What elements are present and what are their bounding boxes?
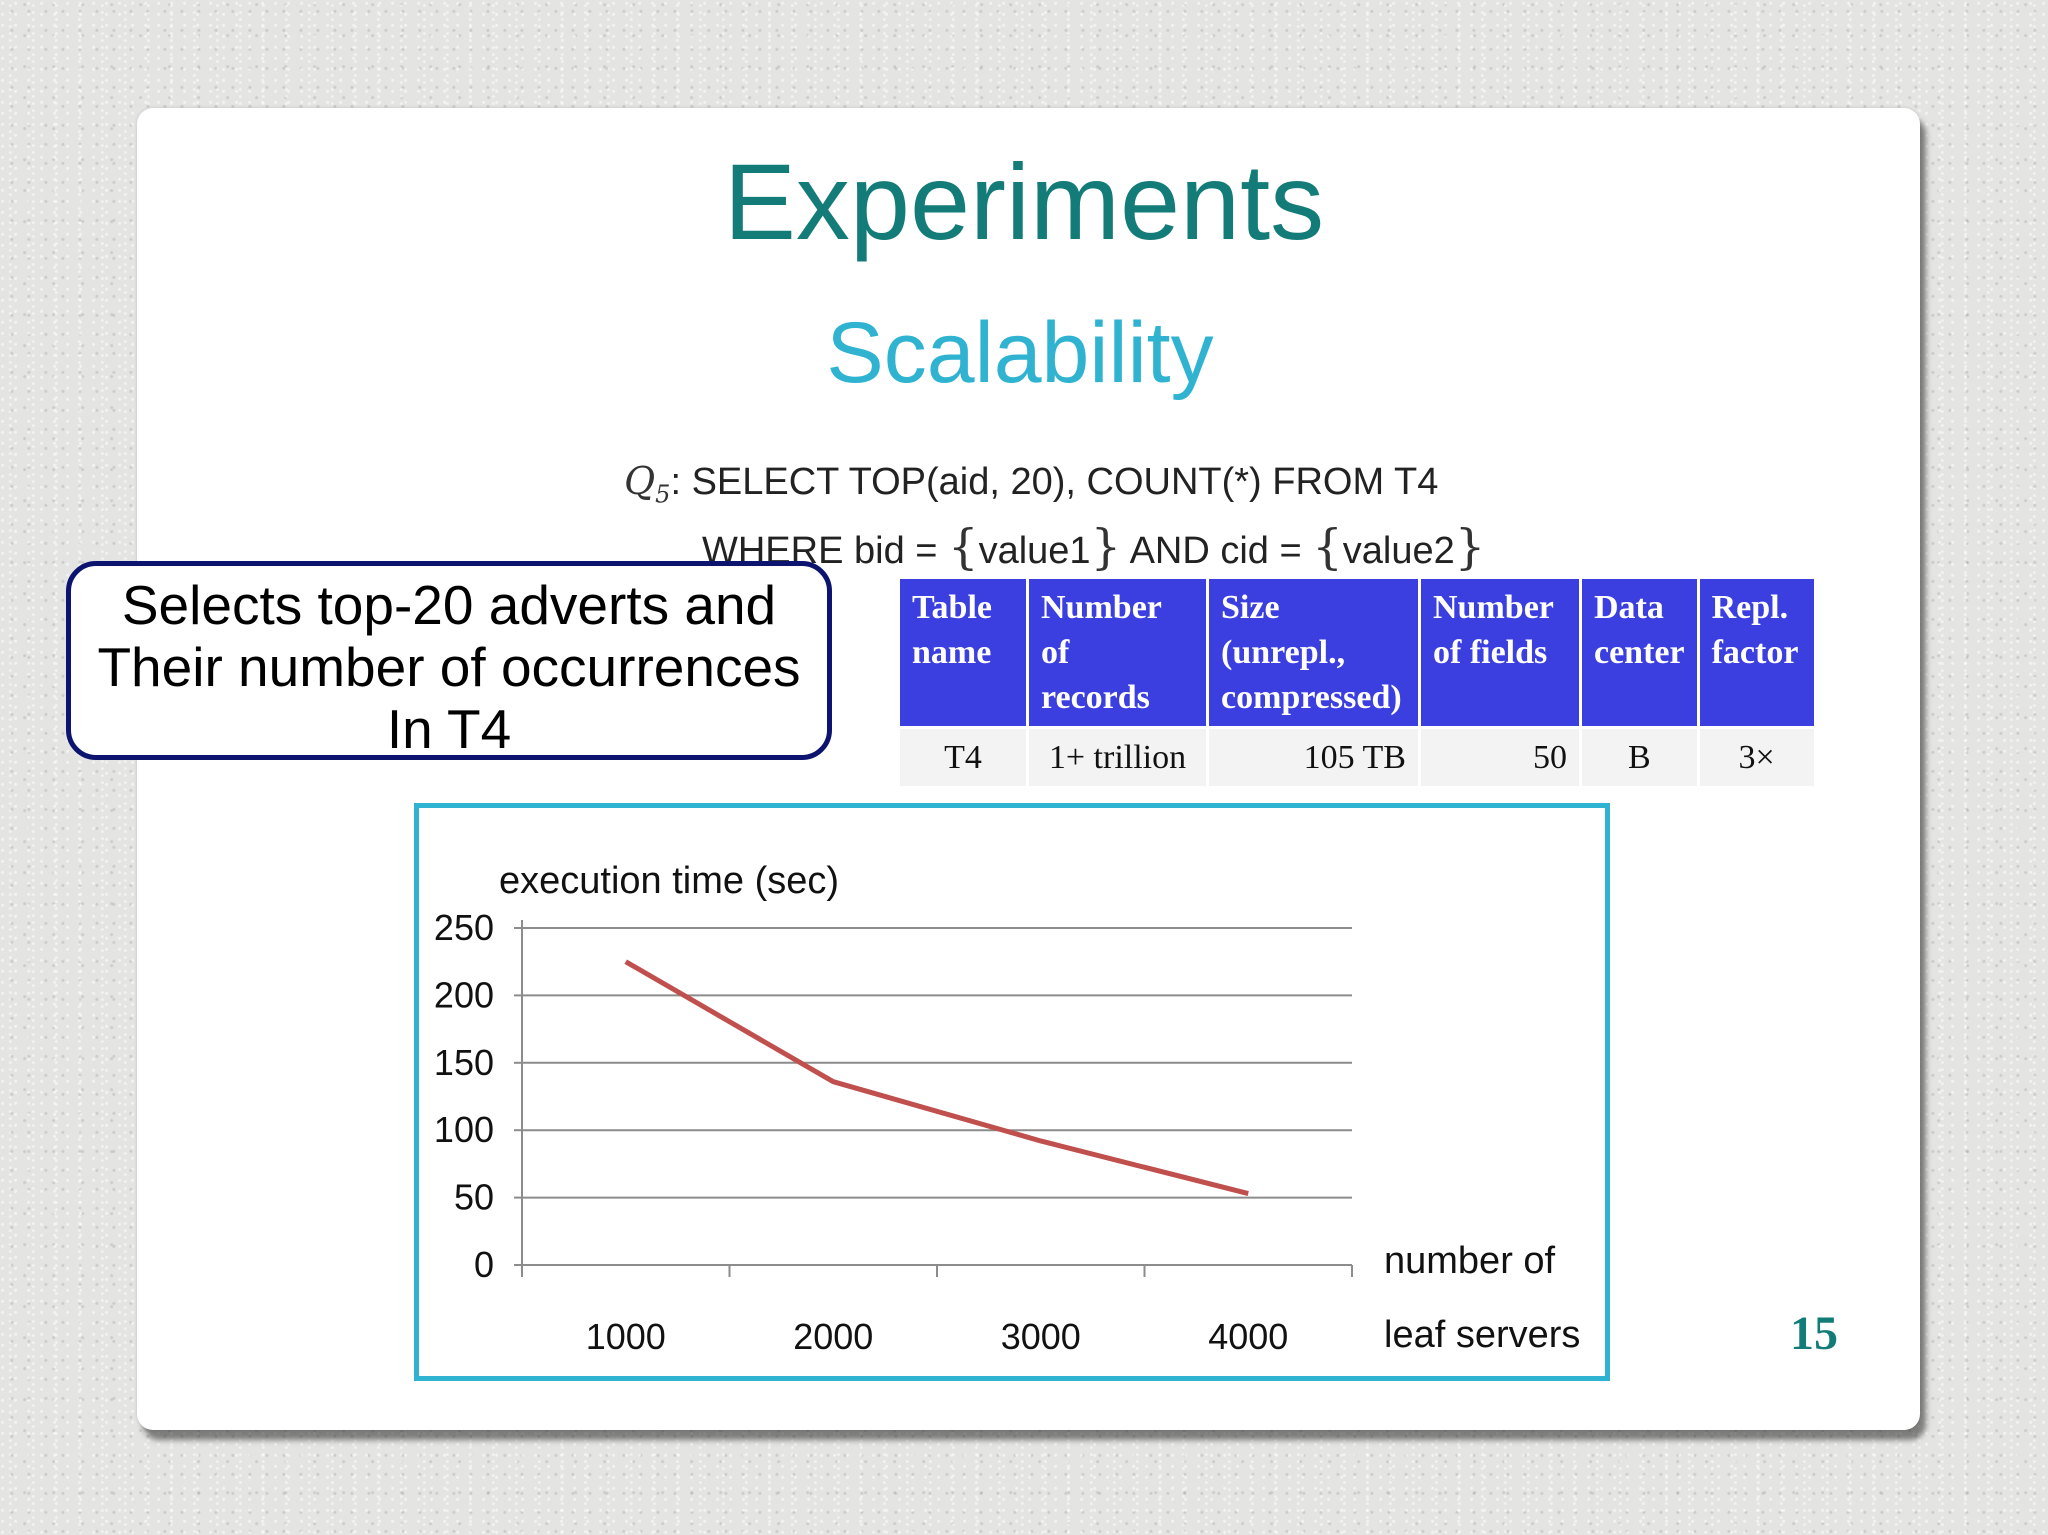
x-tick-label: 3000	[1001, 1316, 1081, 1357]
page-number: 15	[1790, 1307, 1838, 1360]
query-label: Q5	[624, 459, 671, 509]
callout-line: Their number of occurrences	[97, 636, 801, 698]
cell-repl-factor: 3×	[1698, 726, 1817, 786]
query-value2: value2	[1342, 529, 1455, 572]
cell-records: 1+ trillion	[1027, 726, 1209, 786]
x-axis-title: number of	[1384, 1240, 1556, 1282]
slide-title: Experiments	[723, 141, 1325, 262]
series-line	[624, 959, 1249, 1196]
line-chart: 0 50 100 150 200 250 1000 2000 3000 4000 execution…	[434, 860, 1580, 1357]
x-axis-title: leaf servers	[1384, 1314, 1580, 1356]
query-line-2: WHERE bid = {value1} AND cid = {value2}	[702, 518, 1486, 575]
callout-box: Selects top-20 adverts and Their number …	[66, 561, 832, 760]
x-tick-label: 1000	[586, 1316, 666, 1357]
y-tick-label: 150	[434, 1042, 494, 1083]
cell-fields: 50	[1419, 726, 1582, 786]
y-tick-label: 100	[434, 1109, 494, 1150]
x-tick-label: 2000	[793, 1316, 873, 1357]
cell-data-center: B	[1580, 726, 1700, 786]
header-data-center: Data center	[1580, 579, 1700, 728]
y-axis-title: execution time (sec)	[499, 860, 839, 902]
dataset-table: Table name Number of records Size (unrepl.…	[900, 579, 1817, 786]
header-repl-factor: Repl. factor	[1698, 579, 1817, 728]
y-tick-label: 50	[454, 1177, 494, 1218]
header-records: Number of records	[1027, 579, 1209, 728]
query-text: Q5: SELECT TOP(aid, 20), COUNT(*) FROM T…	[624, 459, 1486, 575]
x-tick-label: 4000	[1208, 1316, 1288, 1357]
callout-line: Selects top-20 adverts and	[121, 574, 777, 636]
query-line-1: SELECT TOP(aid, 20), COUNT(*) FROM T4	[691, 461, 1439, 503]
y-tick-label: 200	[434, 974, 494, 1015]
header-size: Size (unrepl., compressed)	[1207, 579, 1421, 728]
cell-size: 105 TB	[1207, 726, 1421, 786]
callout-line: In T4	[386, 698, 512, 760]
header-table-name: Table name	[900, 579, 1029, 728]
header-fields: Number of fields	[1419, 579, 1582, 728]
query-value1: value1	[978, 529, 1091, 572]
cell-table-name: T4	[900, 726, 1029, 786]
chart-frame: 0 50 100 150 200 250 1000 2000 3000 4000 execution…	[414, 803, 1610, 1381]
table-header-row: Table name Number of records Size (unrepl.…	[900, 579, 1817, 728]
slide-subtitle: Scalability	[826, 305, 1214, 401]
table-row: T4 1+ trillion 105 TB 50 B 3×	[900, 726, 1817, 786]
y-tick-label: 250	[434, 907, 494, 948]
y-tick-label: 0	[474, 1244, 494, 1285]
